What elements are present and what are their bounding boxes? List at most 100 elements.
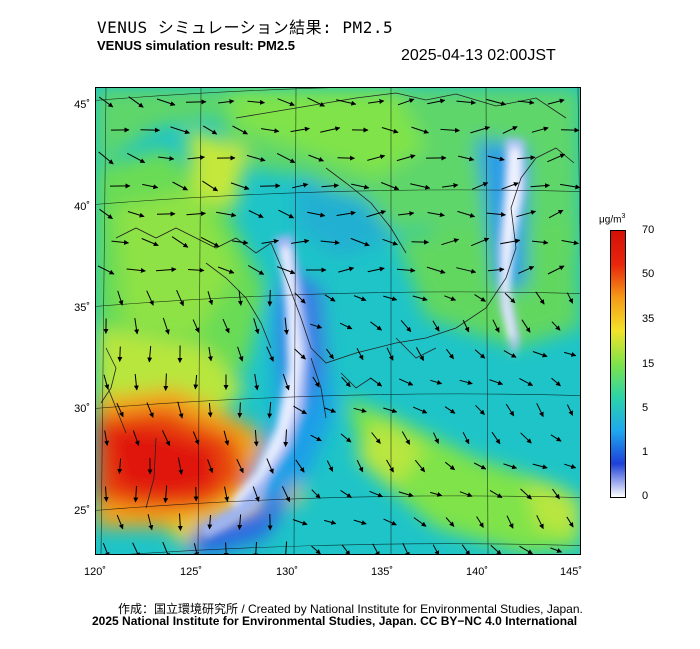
wind-arrow (444, 406, 456, 414)
wind-arrow (412, 406, 428, 414)
wind-arrow (369, 490, 383, 498)
wind-arrow (552, 488, 560, 500)
wind-arrow (550, 434, 562, 442)
wind-arrow (282, 373, 290, 391)
wind-arrow (133, 373, 139, 391)
wind-arrow (237, 346, 244, 362)
lat-label-40: 40˚ (74, 201, 90, 213)
wind-arrow (412, 295, 428, 302)
wind-arrow (411, 239, 429, 245)
wind-arrow (192, 431, 200, 445)
wind-arrow (187, 267, 205, 273)
wind-arrow (291, 238, 310, 244)
wind-arrow (426, 266, 446, 274)
wind-arrow (202, 180, 219, 192)
wind-arrow (381, 127, 399, 134)
wind-arrow (560, 183, 580, 190)
wind-arrow (440, 127, 460, 133)
wind-arrow (456, 99, 476, 105)
wind-arrow (207, 459, 214, 474)
wind-arrow (293, 405, 307, 415)
wind-arrow (312, 376, 320, 388)
wind-arrow (517, 99, 535, 105)
wind-arrow (427, 212, 445, 218)
wind-arrow (98, 151, 114, 165)
wind-arrow (324, 519, 337, 525)
wind-arrow (411, 126, 429, 134)
wind-arrow (566, 292, 574, 304)
wind-arrow (98, 96, 114, 108)
wind-arrow (564, 463, 577, 469)
wind-arrow (462, 431, 470, 445)
wind-arrow (171, 236, 189, 248)
wind-arrow (217, 266, 235, 274)
wind-arrow (432, 544, 440, 554)
wind-arrow (259, 183, 281, 189)
wind-arrow (458, 155, 475, 162)
title-english: VENUS simulation result: PM2.5 (97, 38, 295, 53)
wind-arrow (261, 128, 280, 134)
wind-arrow (397, 98, 415, 106)
wind-arrow (490, 544, 502, 554)
wind-arrow (410, 183, 431, 190)
wind-arrow (126, 268, 146, 274)
wind-arrow (252, 486, 260, 502)
wind-arrow (218, 99, 235, 105)
wind-arrow (566, 516, 574, 528)
wind-arrow (551, 321, 561, 331)
wind-arrow (398, 211, 415, 217)
wind-arrow (561, 240, 579, 246)
wind-arrow (353, 519, 367, 525)
wind-arrow (367, 266, 385, 273)
wind-arrow (366, 210, 387, 218)
wind-arrow (370, 377, 383, 387)
wind-arrow (386, 347, 394, 361)
wind-arrow (132, 542, 140, 554)
wind-arrow (414, 459, 426, 473)
wind-arrow (487, 155, 505, 162)
wind-arrow (146, 290, 154, 306)
wind-arrow (140, 127, 160, 133)
wind-arrow (471, 237, 490, 247)
wind-arrow (472, 182, 489, 190)
wind-arrow (459, 491, 473, 498)
wind-arrow (401, 431, 411, 445)
license-line: 2025 National Institute for Environmenta… (92, 614, 578, 628)
wind-arrow (457, 210, 476, 218)
wind-arrow (445, 348, 455, 360)
wind-arrow (310, 323, 323, 329)
wind-arrow (294, 348, 306, 360)
wind-arrow (310, 434, 322, 442)
wind-arrow (353, 407, 367, 413)
wind-arrow (133, 485, 139, 503)
wind-arrow (290, 126, 310, 133)
wind-arrow (370, 321, 383, 331)
wind-arrow (232, 240, 249, 245)
lat-label-45: 45˚ (74, 99, 90, 111)
wind-arrow (516, 155, 536, 161)
wind-arrow (336, 99, 357, 106)
wind-arrow (147, 514, 154, 531)
wind-arrow (147, 345, 153, 363)
wind-arrow (103, 374, 110, 390)
wind-arrow (350, 237, 370, 247)
wind-arrow (500, 238, 521, 245)
wind-arrow (566, 404, 574, 416)
wind-arrow (132, 430, 140, 446)
pm25-map (95, 87, 581, 555)
wind-arrow (476, 516, 484, 528)
colorbar-label-1: 1 (642, 446, 649, 458)
wind-arrow (276, 266, 296, 275)
wind-arrow (341, 376, 351, 388)
colorbar-label-70: 70 (642, 224, 655, 236)
wind-arrow (232, 125, 248, 135)
wind-arrow (311, 489, 321, 499)
wind-arrow (202, 125, 218, 135)
wind-arrow (237, 402, 243, 418)
wind-arrow (162, 317, 170, 335)
wind-arrow (99, 208, 113, 220)
wind-arrow (283, 541, 289, 554)
wind-arrow (381, 182, 400, 191)
wind-arrow (253, 429, 259, 447)
wind-arrow (338, 266, 355, 273)
